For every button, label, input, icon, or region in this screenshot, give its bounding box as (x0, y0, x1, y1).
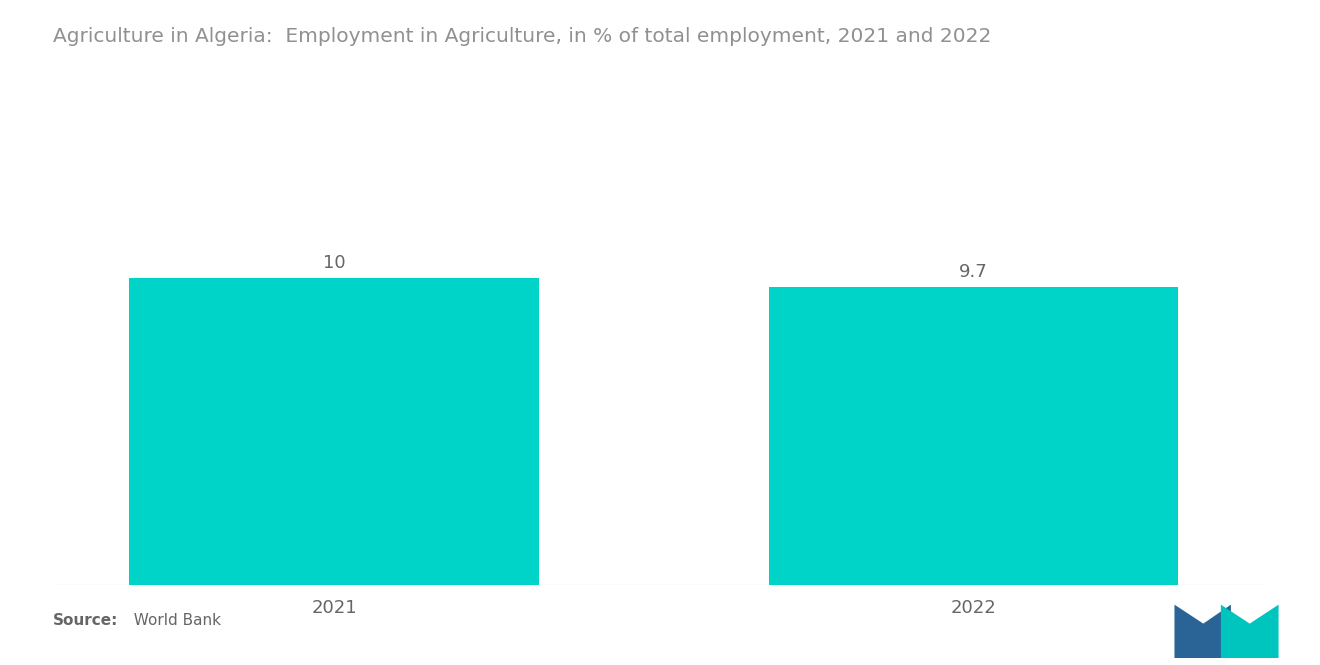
Polygon shape (1175, 604, 1232, 658)
Text: World Bank: World Bank (124, 613, 220, 628)
Polygon shape (1221, 604, 1279, 658)
Text: 9.7: 9.7 (958, 263, 987, 281)
Text: 10: 10 (322, 254, 346, 272)
Text: Agriculture in Algeria:  Employment in Agriculture, in % of total employment, 20: Agriculture in Algeria: Employment in Ag… (53, 27, 991, 46)
Bar (129, 278, 539, 585)
Text: Source:: Source: (53, 613, 119, 628)
Bar (768, 287, 1177, 585)
